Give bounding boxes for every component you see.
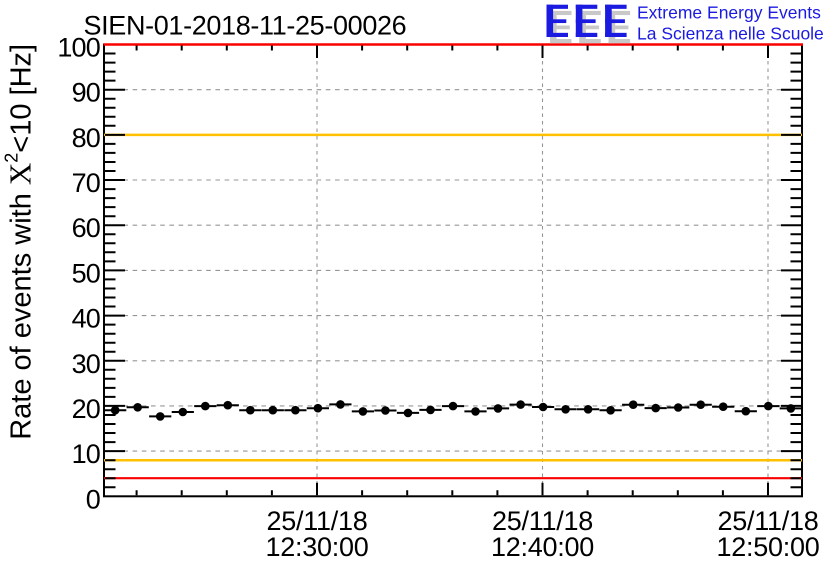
svg-text:60: 60 [72, 213, 100, 243]
svg-text:10: 10 [72, 439, 100, 469]
svg-text:70: 70 [72, 168, 100, 198]
svg-text:20: 20 [72, 394, 100, 424]
svg-text:100: 100 [57, 33, 100, 63]
svg-text:12:50:00: 12:50:00 [716, 532, 819, 562]
svg-text:80: 80 [72, 123, 100, 153]
svg-text:40: 40 [72, 304, 100, 334]
svg-text:90: 90 [72, 78, 100, 108]
svg-text:12:30:00: 12:30:00 [265, 532, 368, 562]
svg-text:La Scienza nelle Scuole: La Scienza nelle Scuole [637, 23, 824, 43]
svg-text:Rate of events with X2<10 [Hz]: Rate of events with X2<10 [Hz] [2, 44, 38, 440]
svg-text:30: 30 [72, 349, 100, 379]
svg-text:12:40:00: 12:40:00 [491, 532, 594, 562]
svg-text:SIEN-01-2018-11-25-00026: SIEN-01-2018-11-25-00026 [84, 11, 407, 41]
svg-text:25/11/18: 25/11/18 [266, 506, 367, 536]
svg-text:Extreme Energy Events: Extreme Energy Events [637, 3, 821, 23]
svg-text:25/11/18: 25/11/18 [717, 506, 818, 536]
svg-text:25/11/18: 25/11/18 [492, 506, 593, 536]
svg-text:50: 50 [72, 258, 100, 288]
svg-text:0: 0 [86, 484, 100, 514]
